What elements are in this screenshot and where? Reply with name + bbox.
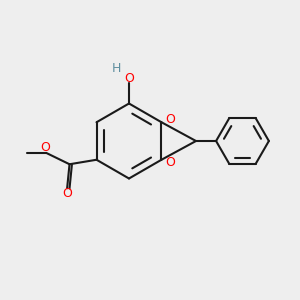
Text: O: O bbox=[165, 113, 175, 126]
Text: O: O bbox=[125, 72, 134, 85]
Text: O: O bbox=[40, 141, 50, 154]
Text: O: O bbox=[62, 187, 72, 200]
Text: H: H bbox=[111, 62, 121, 75]
Text: O: O bbox=[165, 156, 175, 169]
